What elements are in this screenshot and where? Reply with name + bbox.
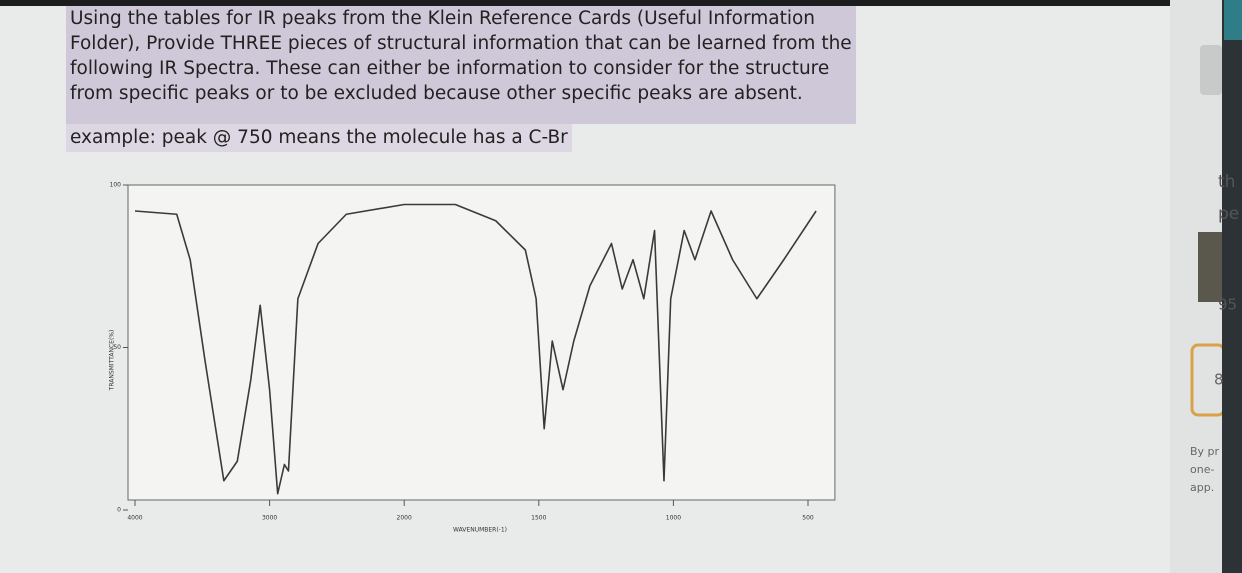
- right-bezel: [1222, 0, 1242, 573]
- side-text: app.: [1190, 481, 1214, 494]
- y-tick-label: 50: [113, 344, 121, 351]
- example: example: peak @ 750 means the molecule h…: [66, 124, 572, 152]
- plot-frame: [127, 184, 836, 501]
- spectrum-line: [134, 203, 817, 495]
- x-tick-label: 2000: [397, 515, 412, 522]
- question-line: Using the tables for IR peaks from the K…: [70, 8, 816, 29]
- side-text: th: [1218, 172, 1235, 192]
- x-tick-label: 1000: [666, 515, 681, 522]
- question-line: following IR Spectra. These can either b…: [70, 58, 830, 79]
- top-bezel: [0, 0, 1242, 6]
- side-text: By pr: [1190, 445, 1220, 458]
- x-tick-label: 1500: [531, 515, 546, 522]
- question-highlight: [66, 6, 856, 124]
- x-tick-label: 4000: [127, 515, 142, 522]
- side-text: one-: [1190, 463, 1214, 476]
- x-tick-label: 500: [802, 515, 814, 522]
- side-text: 8: [1214, 371, 1224, 389]
- right-tab: [1224, 0, 1242, 40]
- side-text: pe: [1218, 204, 1239, 224]
- side-text: 95: [1218, 296, 1237, 314]
- question-line: Folder), Provide THREE pieces of structu…: [70, 33, 852, 54]
- x-tick-label: 3000: [262, 515, 277, 522]
- y-tick-label: 100: [110, 182, 122, 189]
- side-thumbnail: [1198, 232, 1222, 302]
- question-line: from specific peaks or to be excluded be…: [70, 83, 803, 104]
- y-axis-label: TRANSMITTANCE(%): [109, 330, 116, 392]
- y-tick-label: 0: [117, 507, 121, 514]
- x-axis-label: WAVENUMBER(-1): [453, 527, 507, 534]
- side-button: [1200, 45, 1222, 95]
